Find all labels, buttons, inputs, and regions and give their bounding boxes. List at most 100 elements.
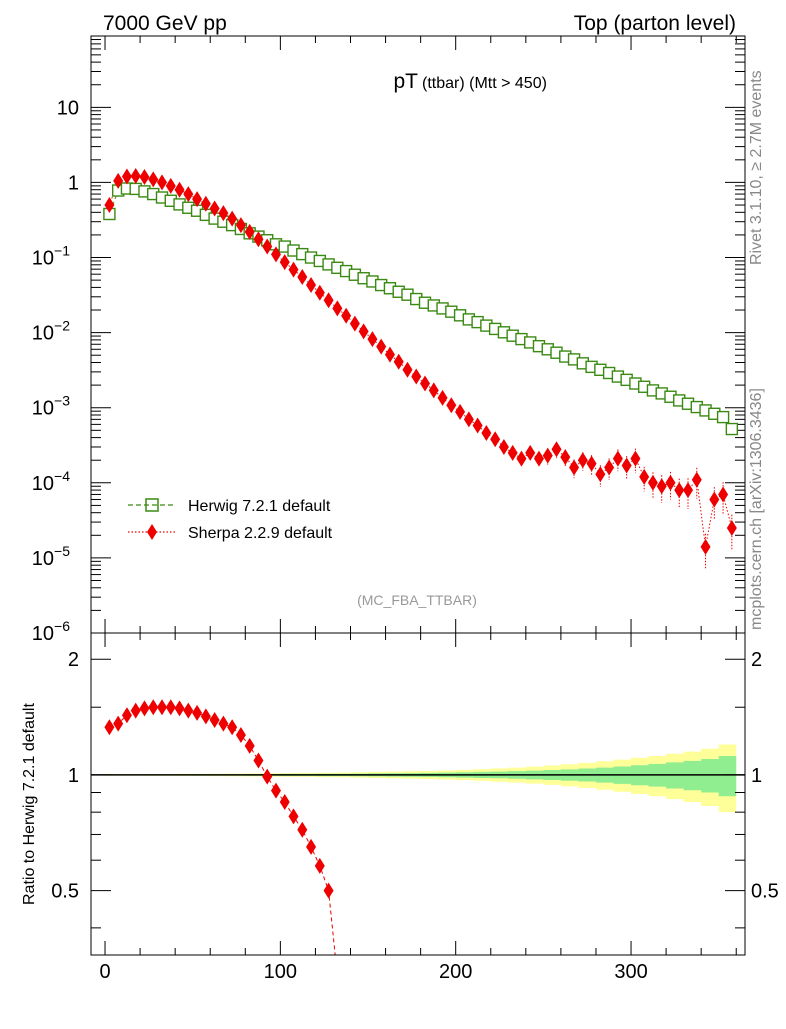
sherpa-point [455, 403, 466, 420]
sherpa-point [262, 238, 273, 255]
main-y-tick-label-exponent: −1 [54, 243, 70, 259]
sherpa-ratio-point [157, 699, 168, 716]
main-axis-ticks [91, 36, 745, 634]
sherpa-point [130, 167, 141, 184]
ratio-data-layer [91, 699, 745, 955]
main-y-tick-label: 10−2 [32, 318, 70, 345]
main-y-tick-label: 10−4 [32, 468, 70, 495]
sherpa-point [270, 246, 281, 263]
sherpa-point [560, 449, 571, 466]
main-y-tick-label-exponent: −3 [54, 393, 70, 409]
sherpa-ratio-point [104, 719, 115, 736]
sherpa-point [647, 474, 658, 491]
sherpa-point [139, 169, 150, 186]
sherpa-ratio-point [288, 808, 299, 825]
sherpa-point [604, 459, 615, 476]
herwig-point [725, 422, 739, 436]
sherpa-point [490, 431, 501, 448]
sherpa-point [332, 300, 343, 317]
sherpa-point [279, 254, 290, 271]
sherpa-ratio-point [200, 708, 211, 725]
x-tick-label: 0 [99, 961, 110, 983]
sherpa-point [481, 425, 492, 442]
sherpa-point [709, 491, 720, 508]
sherpa-point [577, 452, 588, 469]
sherpa-ratio-point [227, 719, 238, 736]
sherpa-ratio-point [113, 715, 124, 732]
legend-herwig-label: Herwig 7.2.1 default [188, 498, 331, 515]
main-data-layer [103, 167, 739, 570]
sherpa-point [288, 261, 299, 278]
sherpa-ratio-point [183, 702, 194, 719]
ratio-tick-labels: 0.5 0.5 1 1 2 2 0 100 200 300 [51, 649, 779, 983]
sherpa-ratio-point [218, 715, 229, 732]
main-y-tick-label: 10−1 [32, 243, 70, 270]
sherpa-point [569, 459, 580, 476]
ratio-y-tick-label-right: 0.5 [751, 881, 779, 903]
sherpa-point [174, 181, 185, 198]
sherpa-point [437, 389, 448, 406]
sherpa-ratio-point [314, 857, 325, 874]
main-y-tick-label: 1 [68, 172, 79, 194]
main-y-tick-label: 10 [57, 97, 79, 119]
sherpa-ratio-point [270, 782, 281, 799]
sherpa-point [674, 482, 685, 499]
x-tick-label: 200 [439, 961, 472, 983]
sherpa-point [683, 482, 694, 499]
sherpa-point [516, 450, 527, 467]
sherpa-ratio-point [297, 821, 308, 838]
sherpa-ratio-point [165, 699, 176, 716]
sherpa-point [621, 457, 632, 474]
sherpa-point [542, 447, 553, 464]
main-y-tick-label-exponent: −2 [54, 318, 70, 334]
sherpa-point [227, 210, 238, 227]
sherpa-ratio-point [209, 711, 220, 728]
sherpa-ratio-point [130, 702, 141, 719]
x-tick-label: 300 [614, 961, 647, 983]
sherpa-point [463, 411, 474, 428]
sherpa-point [235, 217, 246, 234]
sherpa-point [209, 200, 220, 217]
sherpa-point [718, 486, 729, 503]
main-y-tick-label: 10−6 [32, 618, 70, 645]
sherpa-point [183, 186, 194, 203]
sherpa-point [341, 307, 352, 324]
sherpa-ratio-point [262, 768, 273, 785]
analysis-watermark: (MC_FBA_TTBAR) [357, 592, 477, 608]
legend-herwig-marker [145, 498, 159, 512]
sherpa-point [639, 468, 650, 485]
sherpa-point [165, 177, 176, 194]
ratio-y-tick-label-right: 2 [751, 649, 762, 671]
main-plot-panel: 10 1 10−1 10−2 10−3 10−4 10−5 10−6 pT (ttbar) (… [32, 35, 746, 645]
sherpa-ratio-point [279, 794, 290, 811]
sherpa-point [358, 323, 369, 340]
sherpa-ratio-point [174, 700, 185, 717]
legend: Herwig 7.2.1 default Sherpa 2.2.9 defaul… [128, 498, 333, 542]
sherpa-point [104, 197, 115, 214]
sherpa-point [306, 277, 317, 294]
ratio-y-tick-label-left: 1 [68, 765, 79, 787]
rivet-version-label: Rivet 3.1.10, ≥ 2.7M events [748, 70, 765, 265]
sherpa-point [244, 223, 255, 240]
sherpa-ratio-point [192, 704, 203, 721]
header-process-label: Top (parton level) [574, 12, 736, 35]
sherpa-point [420, 375, 431, 392]
sherpa-point [402, 361, 413, 378]
sherpa-point [157, 174, 168, 191]
sherpa-point [525, 444, 536, 461]
legend-entry-herwig: Herwig 7.2.1 default [128, 498, 331, 515]
sherpa-point [656, 478, 667, 495]
sherpa-point [349, 315, 360, 332]
sherpa-point [472, 417, 483, 434]
sherpa-point [384, 346, 395, 363]
sherpa-point [411, 368, 422, 385]
main-y-tick-label: 10−5 [32, 543, 70, 570]
sherpa-point [595, 466, 606, 483]
legend-entry-sherpa: Sherpa 2.2.9 default [128, 524, 333, 542]
sherpa-point [446, 397, 457, 414]
main-y-tick-label-exponent: −6 [54, 618, 70, 634]
sherpa-ratio-point [323, 882, 334, 899]
sherpa-point [612, 450, 623, 467]
sherpa-ratio-point [139, 700, 150, 717]
